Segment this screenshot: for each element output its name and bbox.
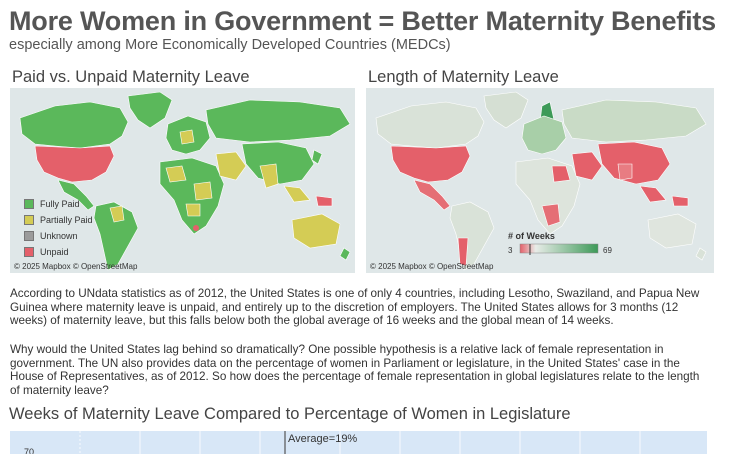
paid-leave-map[interactable]: © 2025 Mapbox © OpenStreetMap [10,88,355,273]
legend-item-fully-paid[interactable]: Fully Paid [24,196,93,212]
scatter-chart-area[interactable]: Average=19% 70 [10,431,707,454]
legend-label: Unpaid [40,247,69,257]
scatter-gridlines [79,431,641,454]
map-attribution: © 2025 Mapbox © OpenStreetMap [14,262,138,271]
legend-label: Partially Paid [40,215,93,225]
page-subtitle: especially among More Economically Devel… [9,37,451,53]
paragraph-hypothesis: Why would the United States lag behind s… [10,343,700,397]
paid-leave-map-canvas [19,91,351,271]
leave-length-map[interactable]: # of Weeks 3 69 © 2025 Mapbox © OpenStre… [366,88,714,273]
average-line-label: Average=19% [288,433,358,445]
weeks-max-label: 69 [603,246,612,255]
legend-label: Fully Paid [40,199,80,209]
partially-paid-swatch [24,215,34,225]
map-attribution: © 2025 Mapbox © OpenStreetMap [370,262,494,271]
scatter-chart-title: Weeks of Maternity Leave Compared to Per… [9,405,571,423]
weeks-gradient-bar [519,243,599,255]
page-title: More Women in Government = Better Matern… [9,6,716,36]
length-map-title: Length of Maternity Leave [368,68,559,86]
y-axis-tick: 70 [24,447,35,454]
paid-map-title: Paid vs. Unpaid Maternity Leave [12,68,250,86]
legend-label: Unknown [40,231,78,241]
weeks-min-label: 3 [508,246,513,255]
paragraph-unpaid-leave: According to UNdata statistics as of 201… [10,287,700,327]
fully-paid-swatch [24,199,34,209]
legend-item-partially-paid[interactable]: Partially Paid [24,212,93,228]
paid-status-legend: Fully Paid Partially Paid Unknown Unpaid [24,196,93,260]
legend-item-unpaid[interactable]: Unpaid [24,244,93,260]
legend-item-unknown[interactable]: Unknown [24,228,93,244]
weeks-legend-title: # of Weeks [508,231,555,241]
unknown-swatch [24,231,34,241]
leave-length-map-canvas [375,91,707,271]
unpaid-swatch [24,247,34,257]
